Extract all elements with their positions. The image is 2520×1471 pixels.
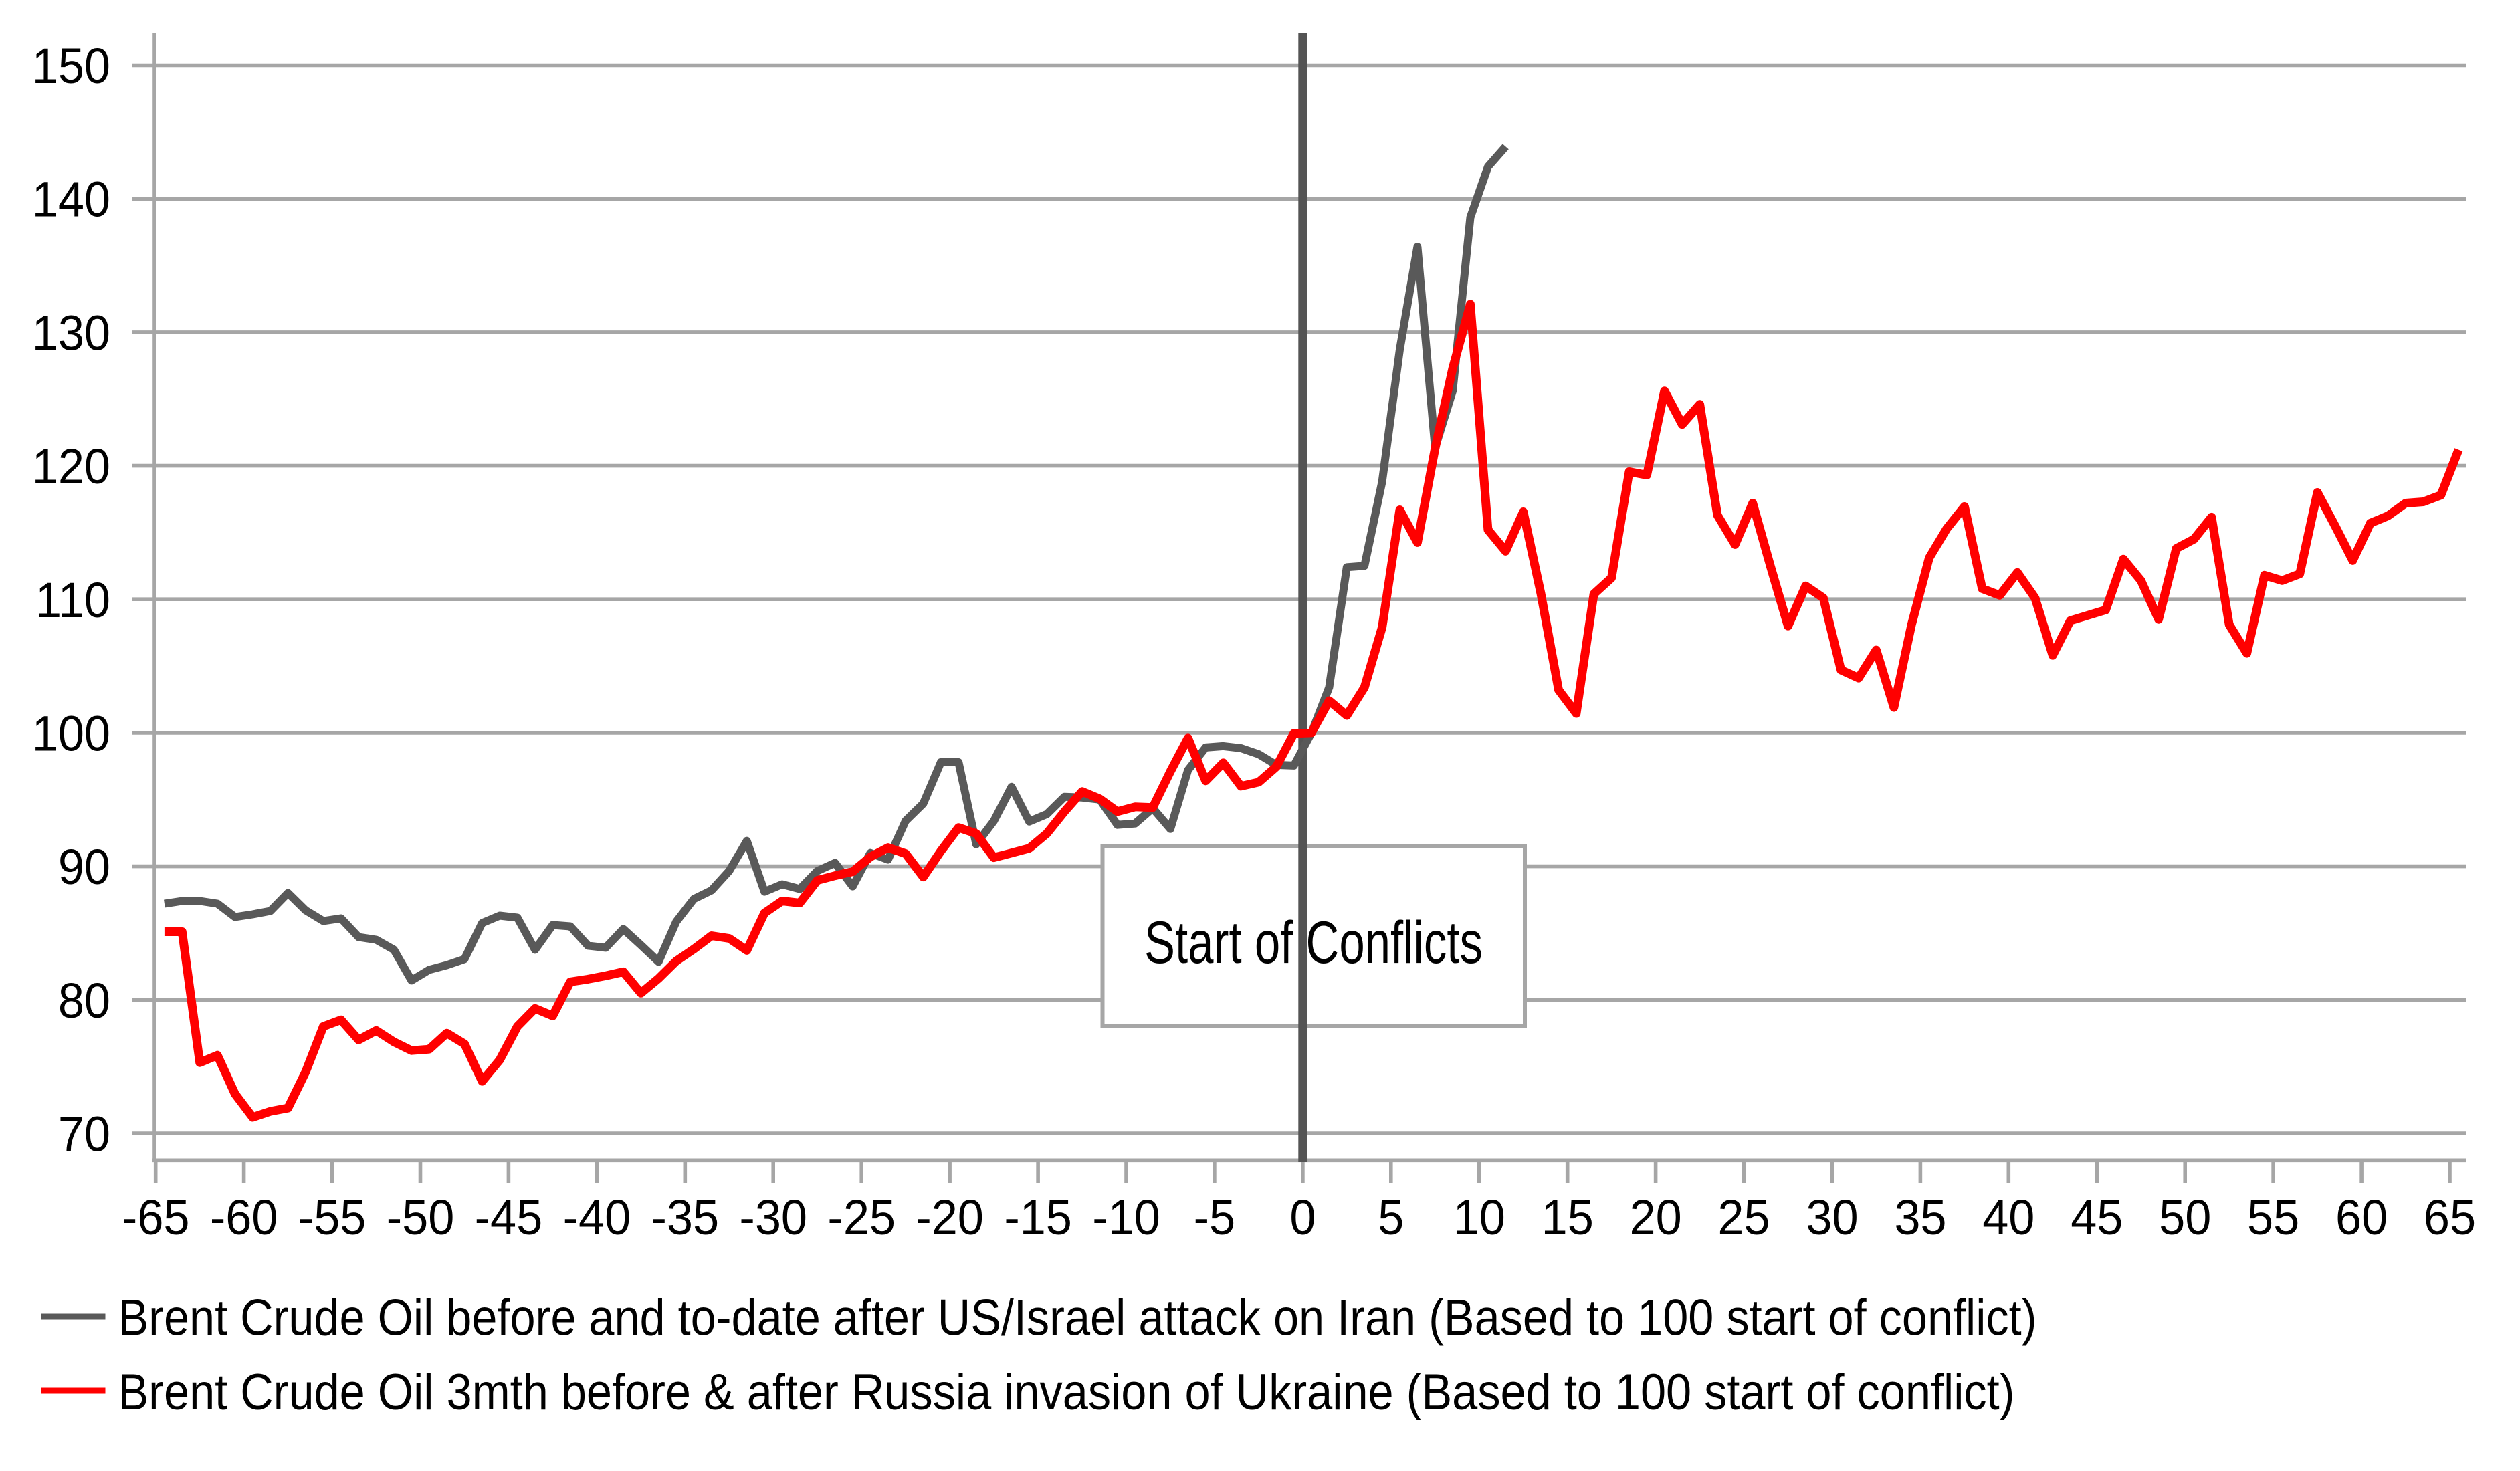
svg-text:-45: -45 xyxy=(475,1190,543,1245)
svg-text:120: 120 xyxy=(32,439,110,494)
svg-text:15: 15 xyxy=(1542,1190,1594,1245)
svg-text:130: 130 xyxy=(32,306,110,361)
svg-text:-25: -25 xyxy=(827,1190,896,1245)
svg-text:140: 140 xyxy=(32,173,110,227)
svg-text:-65: -65 xyxy=(122,1190,190,1245)
svg-text:60: 60 xyxy=(2335,1190,2388,1245)
svg-text:25: 25 xyxy=(1717,1190,1770,1245)
svg-text:Brent Crude Oil 3mth before &: Brent Crude Oil 3mth before & after Russ… xyxy=(118,1364,2015,1421)
svg-text:-40: -40 xyxy=(563,1190,631,1245)
svg-text:10: 10 xyxy=(1453,1190,1505,1245)
svg-text:55: 55 xyxy=(2247,1190,2299,1245)
svg-text:150: 150 xyxy=(32,39,110,94)
svg-text:90: 90 xyxy=(58,840,110,895)
svg-text:Start of Conflicts: Start of Conflicts xyxy=(1144,909,1483,976)
svg-text:40: 40 xyxy=(1982,1190,2034,1245)
svg-text:-20: -20 xyxy=(916,1190,984,1245)
svg-text:80: 80 xyxy=(58,974,110,1028)
svg-text:-30: -30 xyxy=(739,1190,807,1245)
svg-text:110: 110 xyxy=(35,573,110,628)
svg-text:-60: -60 xyxy=(210,1190,278,1245)
svg-text:50: 50 xyxy=(2159,1190,2211,1245)
svg-text:5: 5 xyxy=(1378,1190,1404,1245)
svg-text:Brent Crude Oil before and to-: Brent Crude Oil before and to-date after… xyxy=(118,1290,2037,1347)
svg-text:-35: -35 xyxy=(651,1190,720,1245)
svg-text:-10: -10 xyxy=(1092,1190,1160,1245)
svg-text:45: 45 xyxy=(2071,1190,2123,1245)
svg-text:-15: -15 xyxy=(1004,1190,1072,1245)
svg-text:35: 35 xyxy=(1894,1190,1946,1245)
svg-text:30: 30 xyxy=(1806,1190,1858,1245)
svg-text:-50: -50 xyxy=(387,1190,455,1245)
svg-text:20: 20 xyxy=(1630,1190,1682,1245)
svg-text:100: 100 xyxy=(32,707,110,762)
svg-text:-55: -55 xyxy=(298,1190,366,1245)
svg-text:70: 70 xyxy=(58,1107,110,1162)
svg-text:0: 0 xyxy=(1289,1190,1316,1245)
svg-text:65: 65 xyxy=(2424,1190,2476,1245)
svg-text:-5: -5 xyxy=(1194,1190,1236,1245)
